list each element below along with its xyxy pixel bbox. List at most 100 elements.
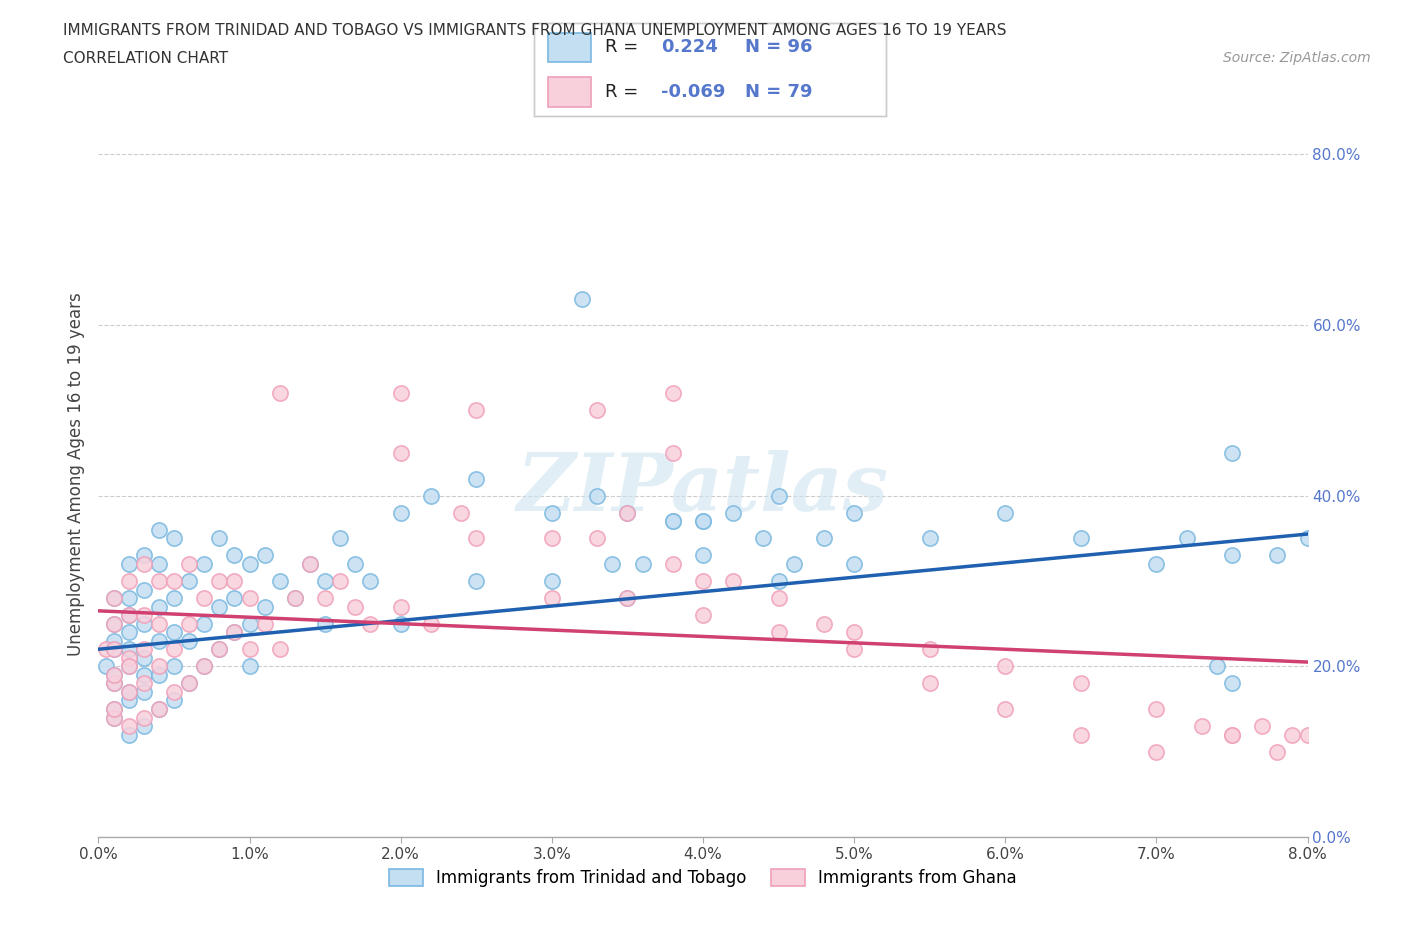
Point	[148, 556, 170, 571]
Point	[179, 676, 201, 691]
Point	[1220, 727, 1243, 742]
Point	[253, 548, 276, 563]
Point	[103, 668, 125, 683]
Point	[1146, 556, 1168, 571]
Point	[661, 556, 683, 571]
Text: Source: ZipAtlas.com: Source: ZipAtlas.com	[1223, 51, 1371, 65]
Point	[163, 658, 186, 673]
Point	[314, 591, 336, 605]
Point	[269, 574, 291, 589]
Point	[360, 574, 382, 589]
Point	[118, 574, 141, 589]
Point	[389, 505, 412, 520]
Point	[163, 591, 186, 605]
Point	[103, 711, 125, 725]
Point	[148, 617, 170, 631]
Point	[571, 292, 593, 307]
Point	[193, 658, 215, 673]
Point	[420, 488, 443, 503]
Point	[994, 658, 1017, 673]
Point	[344, 599, 367, 614]
Text: 0.224: 0.224	[661, 38, 717, 56]
Point	[1220, 548, 1243, 563]
Point	[586, 403, 609, 418]
Point	[540, 574, 562, 589]
Point	[813, 531, 835, 546]
Point	[420, 617, 443, 631]
Point	[239, 617, 262, 631]
Point	[103, 617, 125, 631]
Point	[1267, 744, 1289, 759]
Point	[132, 548, 155, 563]
Point	[783, 556, 806, 571]
Point	[692, 513, 714, 528]
Point	[314, 574, 336, 589]
Point	[118, 591, 141, 605]
Point	[132, 711, 155, 725]
Point	[118, 693, 141, 708]
Point	[616, 505, 638, 520]
Point	[148, 701, 170, 716]
Point	[284, 591, 307, 605]
Point	[299, 556, 322, 571]
Point	[692, 574, 714, 589]
Text: ZIPatlas: ZIPatlas	[517, 450, 889, 527]
Point	[299, 556, 322, 571]
Point	[118, 607, 141, 622]
Point	[360, 617, 382, 631]
Point	[616, 591, 638, 605]
Point	[994, 701, 1017, 716]
Point	[389, 386, 412, 401]
Point	[148, 523, 170, 538]
Point	[239, 642, 262, 657]
Point	[389, 445, 412, 460]
Point	[148, 658, 170, 673]
Point	[193, 556, 215, 571]
Point	[132, 684, 155, 699]
Point	[329, 531, 352, 546]
Point	[103, 642, 125, 657]
Point	[179, 676, 201, 691]
Text: -0.069: -0.069	[661, 83, 725, 100]
Point	[132, 676, 155, 691]
Point	[132, 719, 155, 734]
Point	[208, 599, 231, 614]
Point	[1206, 658, 1229, 673]
Point	[103, 642, 125, 657]
Point	[224, 548, 246, 563]
Point	[118, 625, 141, 640]
Point	[148, 633, 170, 648]
Point	[132, 650, 155, 665]
Point	[239, 556, 262, 571]
Point	[163, 693, 186, 708]
Point	[208, 531, 231, 546]
Point	[193, 591, 215, 605]
Point	[253, 599, 276, 614]
Point	[118, 727, 141, 742]
Point	[661, 445, 683, 460]
Point	[163, 574, 186, 589]
Point	[329, 574, 352, 589]
Point	[918, 642, 941, 657]
Point	[1296, 531, 1319, 546]
Point	[1175, 531, 1198, 546]
Point	[661, 513, 683, 528]
Point	[103, 591, 125, 605]
Point	[269, 386, 291, 401]
Point	[94, 642, 117, 657]
Point	[103, 617, 125, 631]
Point	[844, 556, 866, 571]
Text: IMMIGRANTS FROM TRINIDAD AND TOBAGO VS IMMIGRANTS FROM GHANA UNEMPLOYMENT AMONG : IMMIGRANTS FROM TRINIDAD AND TOBAGO VS I…	[63, 23, 1007, 38]
Point	[813, 617, 835, 631]
Point	[723, 574, 745, 589]
Point	[465, 472, 488, 486]
Point	[132, 607, 155, 622]
Point	[844, 625, 866, 640]
Point	[661, 386, 683, 401]
Point	[768, 574, 790, 589]
Point	[148, 599, 170, 614]
Point	[132, 582, 155, 597]
Point	[1267, 548, 1289, 563]
Point	[1220, 676, 1243, 691]
Point	[148, 574, 170, 589]
